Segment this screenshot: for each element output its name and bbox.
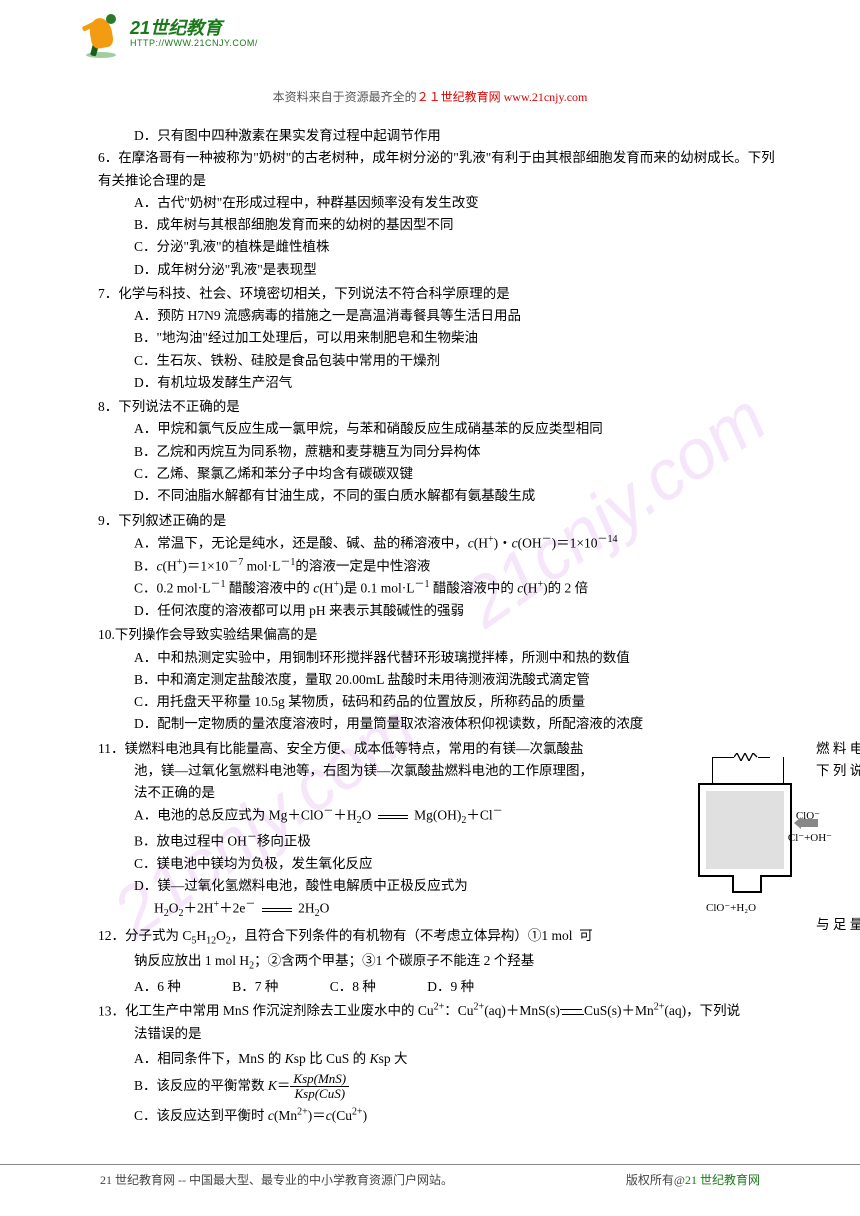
question-9: 9．下列叙述正确的是 A．常温下，无论是纯水，还是酸、碱、盐的稀溶液中，c(H+… (98, 510, 780, 623)
q9-d: D．任何浓度的溶液都可以用 pH 来表示其酸碱性的强弱 (134, 600, 780, 622)
q10-b: B．中和滴定测定盐酸浓度，量取 20.00mL 盐酸时未用待测液润洗酸式滴定管 (134, 669, 780, 691)
label-bottom: ClO⁻+H₂O (706, 899, 756, 917)
q6-a: A．古代"奶树"在形成过程中，种群基因频率没有发生改变 (134, 192, 780, 214)
question-6: 6．在摩洛哥有一种被称为"奶树"的古老树种，成年树分泌的"乳液"有利于由其根部细… (98, 147, 780, 281)
side-text-1: 燃 料 电 (816, 738, 860, 760)
q10-c: C．用托盘天平称量 10.5g 某物质，砝码和药品的位置放反，所称药品的质量 (134, 691, 780, 713)
q10-a: A．中和热测定实验中，用铜制环形搅拌器代替环形玻璃搅拌棒，所测中和热的数值 (134, 647, 780, 669)
header-source: 本资料来自于资源最齐全的２１世纪教育网 www.21cnjy.com (0, 88, 860, 105)
q6-d: D．成年树分泌"乳液"是表现型 (134, 259, 780, 281)
q6-c: C．分泌"乳液"的植株是雌性植株 (134, 236, 780, 258)
site-logo: 21世纪教育 HTTP://WWW.21CNJY.COM/ (80, 12, 258, 56)
logo-cn: 21世纪教育 (130, 19, 258, 39)
q13-b: B．该反应的平衡常数 K＝Ksp(MnS)Ksp(CuS) (134, 1072, 780, 1102)
footer-left: 21 世纪教育网 -- 中国最大型、最专业的中小学教育资源门户网站。 (100, 1171, 453, 1188)
q8-b: B．乙烷和丙烷互为同系物，蔗糖和麦芽糖互为同分异构体 (134, 441, 780, 463)
q7-d: D．有机垃圾发酵生产沼气 (134, 372, 780, 394)
footer-right: 版权所有@21 世纪教育网 (626, 1171, 760, 1188)
q8-a: A．甲烷和氯气反应生成一氯甲烷，与苯和硝酸反应生成硝基苯的反应类型相同 (134, 418, 780, 440)
header-source-prefix: 本资料来自于资源最齐全的 (273, 90, 417, 104)
question-8: 8．下列说法不正确的是 A．甲烷和氯气反应生成一氯甲烷，与苯和硝酸反应生成硝基苯… (98, 396, 780, 507)
q5-option-d: D．只有图中四种激素在果实发育过程中起调节作用 (98, 125, 780, 147)
q12-d: D．9 种 (427, 976, 474, 998)
header-source-highlight: ２１世纪教育网 (417, 90, 501, 104)
q13-c: C．该反应达到平衡时 c(Mn2+)＝c(Cu2+) (134, 1102, 780, 1129)
q11-c: C．镁电池中镁均为负极，发生氧化反应 (134, 853, 780, 875)
side-text-3: 与 足 量 (816, 914, 860, 936)
side-text-2: 下 列 说 (816, 760, 860, 782)
logo-runner-icon (80, 12, 124, 56)
logo-text: 21世纪教育 HTTP://WWW.21CNJY.COM/ (130, 19, 258, 49)
q9-a: A．常温下，无论是纯水，还是酸、碱、盐的稀溶液中，c(H+)・c(OH－)＝1×… (134, 532, 780, 555)
question-7: 7．化学与科技、社会、环境密切相关，下列说法不符合科学原理的是 A．预防 H7N… (98, 283, 780, 394)
question-10: 10.下列操作会导致实验结果偏高的是 A．中和热测定实验中，用铜制环形搅拌器代替… (98, 624, 780, 735)
q8-c: C．乙烯、聚氯乙烯和苯分子中均含有碳碳双键 (134, 463, 780, 485)
q7-a: A．预防 H7N9 流感病毒的措施之一是高温消毒餐具等生活日用品 (134, 305, 780, 327)
q6-b: B．成年树与其根部细胞发育而来的幼树的基因型不同 (134, 214, 780, 236)
document-body: D．只有图中四种激素在果实发育过程中起调节作用 6．在摩洛哥有一种被称为"奶树"… (98, 125, 780, 1131)
question-11: 11．镁燃料电池具有比能量高、安全方便、成本低等特点，常用的有镁—次氯酸盐 池，… (98, 738, 780, 923)
question-13: 13．化工生产中常用 MnS 作沉淀剂除去工业废水中的 Cu2+：Cu2+(aq… (98, 1000, 780, 1129)
q7-c: C．生石灰、铁粉、硅胶是食品包装中常用的干燥剂 (134, 350, 780, 372)
page-footer: 21 世纪教育网 -- 中国最大型、最专业的中小学教育资源门户网站。 版权所有@… (0, 1164, 860, 1188)
q11-d-eq: H2O2＋2H+＋2e－ 2H2O (134, 897, 780, 923)
q13-a: A．相同条件下，MnS 的 Ksp 比 CuS 的 Ksp 大 (134, 1045, 780, 1072)
q12-b: B．7 种 (232, 976, 278, 998)
label-cloh: Cl⁻+OH⁻ (788, 829, 832, 847)
q7-b: B．"地沟油"经过加工处理后，可以用来制肥皂和生物柴油 (134, 327, 780, 349)
question-12: 12．分子式为 C5H12O2，且符合下列条件的有机物有（不考虑立体异构）①1 … (98, 925, 780, 998)
q11-a: A．电池的总反应式为 Mg＋ClO－＋H2O Mg(OH)2＋Cl－ (134, 804, 780, 830)
logo-url: HTTP://WWW.21CNJY.COM/ (130, 39, 258, 49)
q8-d: D．不同油脂水解都有甘油生成，不同的蛋白质水解都有氨基酸生成 (134, 485, 780, 507)
q9-c: C．0.2 mol·L－1 醋酸溶液中的 c(H+)是 0.1 mol·L－1 … (134, 577, 780, 600)
q12-a: A．6 种 (134, 976, 181, 998)
q11-d: D．镁—过氧化氢燃料电池，酸性电解质中正极反应式为 (134, 875, 780, 897)
header-source-url: www.21cnjy.com (501, 90, 588, 104)
arrow-in-icon (800, 819, 818, 827)
battery-diagram: ClO⁻ Cl⁻+OH⁻ ClO⁻+H₂O (694, 757, 814, 927)
q12-c: C．8 种 (330, 976, 376, 998)
resistor-icon (734, 753, 758, 761)
q11-b: B．放电过程中 OH－移向正极 (134, 830, 780, 853)
q10-d: D．配制一定物质的量浓度溶液时，用量筒量取浓溶液体积仰视读数，所配溶液的浓度 (134, 713, 780, 735)
q9-b: B．c(H+)＝1×10－7 mol·L－1的溶液一定是中性溶液 (134, 555, 780, 578)
